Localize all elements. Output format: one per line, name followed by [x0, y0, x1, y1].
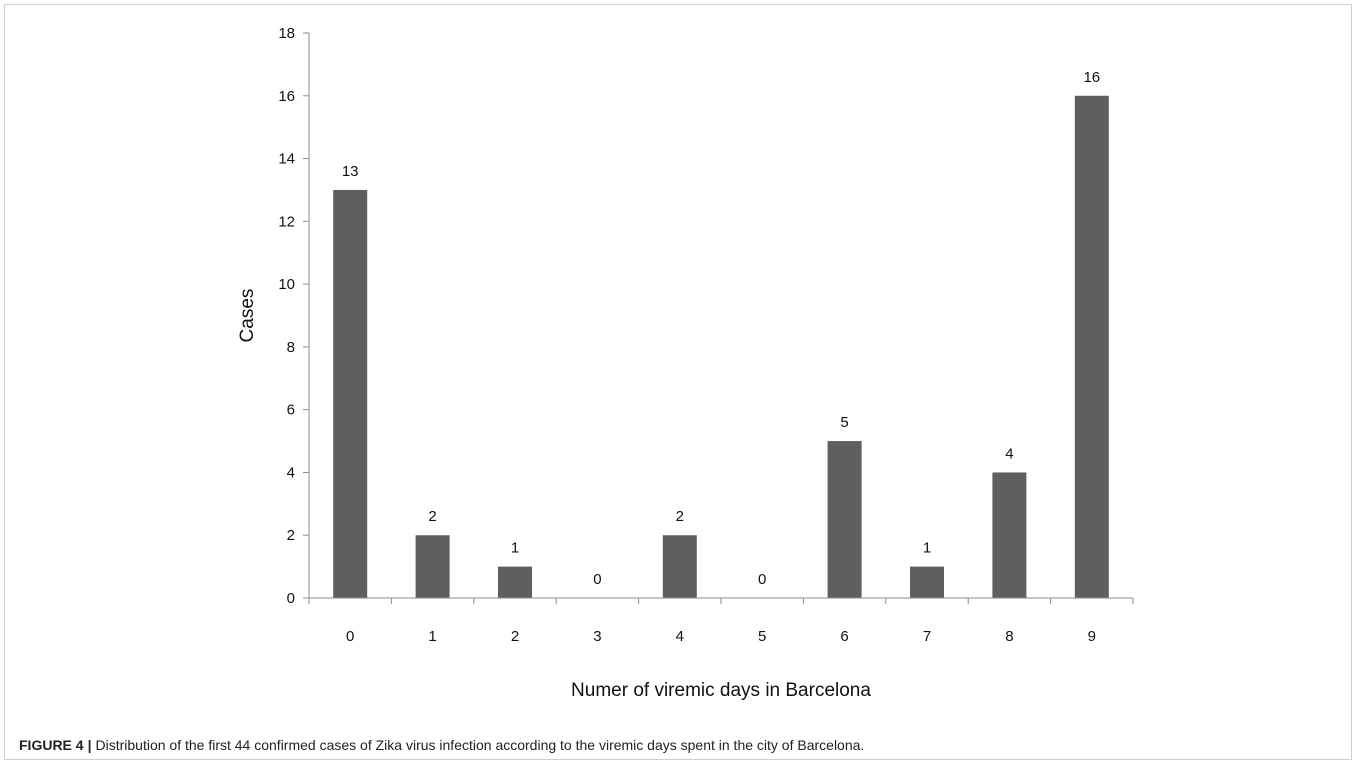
bar	[415, 535, 450, 598]
y-tick-label: 12	[278, 213, 295, 230]
x-tick-label: 5	[758, 628, 766, 645]
data-label: 2	[428, 508, 436, 525]
x-axis-title: Numer of viremic days in Barcelona	[571, 680, 871, 701]
x-tick-label: 3	[593, 628, 601, 645]
x-tick-label: 4	[676, 628, 684, 645]
data-label: 16	[1083, 69, 1100, 86]
figure-label: FIGURE 4	[19, 737, 84, 753]
bar	[827, 441, 862, 598]
bar	[333, 189, 368, 598]
y-axis-title: Cases	[237, 289, 258, 343]
bar	[1074, 95, 1109, 599]
figure-caption: FIGURE 4 | Distribution of the first 44 co…	[19, 737, 1339, 753]
bars	[333, 95, 1109, 599]
y-tick-label: 18	[278, 25, 295, 42]
x-tick-label: 2	[511, 628, 519, 645]
data-label: 0	[593, 571, 601, 588]
y-tick-label: 2	[287, 527, 295, 544]
x-tick-label: 8	[1005, 628, 1013, 645]
x-tick-label: 0	[346, 628, 354, 645]
y-tick-label: 16	[278, 88, 295, 105]
caption-text: Distribution of the first 44 confirmed c…	[95, 737, 865, 753]
data-label: 13	[342, 163, 359, 180]
y-tick-label: 10	[278, 276, 295, 293]
x-tick-label: 7	[923, 628, 931, 645]
data-label: 2	[676, 508, 684, 525]
data-labels: 13 2 1 0 2 0 5 1 4 16	[342, 69, 1100, 588]
bar	[992, 472, 1027, 598]
y-tick-label: 4	[287, 464, 295, 481]
y-axis-ticks: 0 2 4 6 8 10 12 14 16 18	[278, 25, 309, 607]
data-label: 1	[923, 540, 931, 557]
bar	[662, 535, 697, 598]
figure-separator: |	[87, 737, 92, 753]
x-tick-label: 6	[840, 628, 848, 645]
data-label: 4	[1005, 445, 1013, 462]
x-tick-label: 1	[428, 628, 436, 645]
y-tick-label: 8	[287, 339, 295, 356]
y-tick-label: 6	[287, 402, 295, 419]
y-tick-label: 0	[287, 590, 295, 607]
data-label: 0	[758, 571, 766, 588]
x-axis-ticks: 0 1 2 3 4 5 6 7 8 9	[308, 598, 1134, 645]
x-tick-label: 9	[1088, 628, 1096, 645]
bar	[910, 566, 944, 598]
bar	[498, 566, 532, 598]
data-label: 5	[840, 414, 848, 431]
y-tick-label: 14	[278, 151, 295, 168]
data-label: 1	[511, 540, 519, 557]
